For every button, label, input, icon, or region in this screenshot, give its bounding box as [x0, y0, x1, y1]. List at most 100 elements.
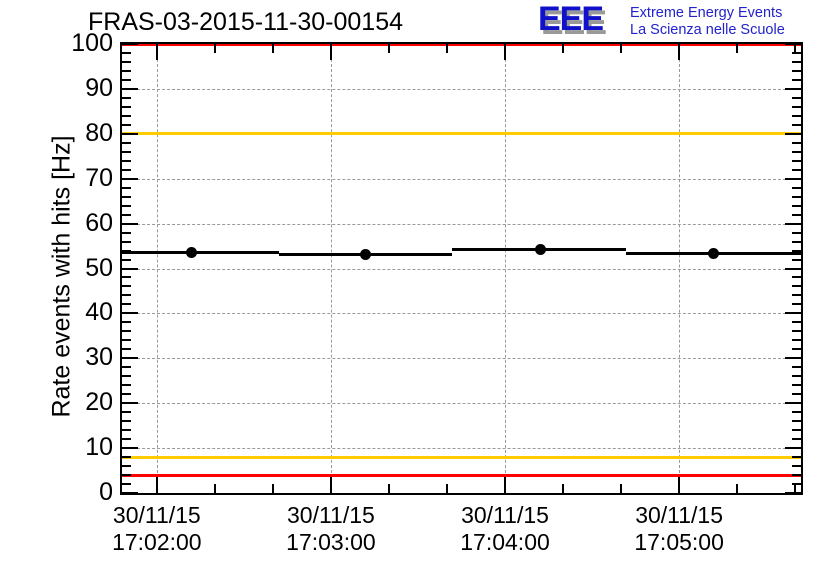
y-tick-label: 90 — [85, 73, 113, 102]
y-tick-major-right — [785, 402, 801, 405]
y-tick-label: 30 — [85, 343, 113, 372]
y-tick-minor-right — [792, 123, 801, 126]
y-tick-minor-right — [792, 150, 801, 153]
threshold-line-upper-alarm — [122, 44, 801, 46]
y-tick-label: 80 — [85, 118, 113, 147]
y-tick-minor — [122, 438, 131, 441]
y-tick-minor — [122, 96, 131, 99]
y-tick-minor — [122, 204, 131, 207]
x-tick-label-date: 30/11/15 — [112, 502, 201, 528]
x-tick-minor — [445, 484, 448, 493]
threshold-line-lower-alarm — [122, 473, 801, 477]
x-tick-label: 30/11/15 17:02:00 — [57, 502, 257, 556]
y-tick-minor-right — [792, 483, 801, 486]
data-point-marker[interactable] — [535, 244, 547, 256]
y-tick-minor-right — [792, 159, 801, 162]
y-tick-minor-right — [792, 96, 801, 99]
y-tick-minor-right — [792, 285, 801, 288]
x-tick-major-top — [678, 44, 681, 60]
x-tick-label-time: 17:05:00 — [634, 529, 724, 555]
y-tick-minor — [122, 123, 131, 126]
plot-area — [120, 42, 803, 495]
x-tick-label: 30/11/15 17:04:00 — [405, 502, 605, 556]
y-tick-minor — [122, 141, 131, 144]
y-tick-minor — [122, 321, 131, 324]
x-tick-major-top — [155, 44, 158, 60]
y-tick-minor — [122, 258, 131, 261]
y-tick-major-right — [785, 447, 801, 450]
y-tick-minor — [122, 69, 131, 72]
y-tick-minor — [122, 366, 131, 369]
data-point-marker[interactable] — [708, 248, 720, 260]
y-tick-minor-right — [792, 429, 801, 432]
y-axis-title: Rate events with hits [Hz] — [47, 135, 76, 418]
y-tick-minor-right — [792, 375, 801, 378]
y-tick-major — [122, 87, 138, 90]
eee-logo: EEE Extreme Energy Events La Scienza nel… — [538, 2, 836, 42]
y-tick-minor-right — [792, 213, 801, 216]
y-tick-minor — [122, 240, 131, 243]
x-tick-minor — [387, 484, 390, 493]
y-tick-minor — [122, 249, 131, 252]
y-tick-minor — [122, 285, 131, 288]
y-tick-minor — [122, 483, 131, 486]
y-tick-minor-right — [792, 366, 801, 369]
y-tick-minor-right — [792, 60, 801, 63]
gridline-horizontal — [122, 313, 801, 315]
y-tick-minor-right — [792, 231, 801, 234]
y-tick-minor — [122, 213, 131, 216]
x-tick-minor — [213, 484, 216, 493]
y-tick-major — [122, 267, 138, 270]
x-tick-minor — [620, 484, 623, 493]
y-tick-minor — [122, 114, 131, 117]
x-tick-minor — [736, 484, 739, 493]
data-point-marker[interactable] — [360, 249, 372, 261]
y-tick-major — [122, 492, 138, 494]
gridline-vertical — [156, 44, 158, 493]
gridline-horizontal — [122, 448, 801, 450]
y-tick-minor — [122, 375, 131, 378]
y-tick-major-right — [785, 177, 801, 180]
y-tick-minor-right — [792, 78, 801, 81]
y-tick-label: 60 — [85, 208, 113, 237]
y-tick-minor — [122, 339, 131, 342]
data-point-marker[interactable] — [186, 246, 198, 258]
y-tick-minor-right — [792, 330, 801, 333]
y-tick-major-right — [785, 357, 801, 360]
y-tick-minor — [122, 159, 131, 162]
y-tick-label: 70 — [85, 163, 113, 192]
y-tick-minor — [122, 150, 131, 153]
x-tick-minor-top — [445, 44, 448, 53]
x-tick-label-date: 30/11/15 — [635, 502, 724, 528]
y-tick-label: 100 — [71, 29, 113, 57]
y-tick-minor-right — [792, 141, 801, 144]
gridline-horizontal — [122, 178, 801, 180]
x-tick-minor-top — [794, 44, 797, 53]
y-tick-minor — [122, 78, 131, 81]
y-tick-minor — [122, 456, 131, 459]
y-tick-minor-right — [792, 420, 801, 423]
y-tick-minor-right — [792, 438, 801, 441]
y-tick-major-right — [785, 132, 801, 135]
y-tick-minor — [122, 393, 131, 396]
x-tick-label-date: 30/11/15 — [461, 502, 549, 528]
x-tick-label: 30/11/15 17:05:00 — [579, 502, 779, 556]
y-tick-major — [122, 447, 138, 450]
x-tick-label-time: 17:03:00 — [286, 529, 376, 555]
y-tick-label: 20 — [85, 388, 113, 417]
x-tick-major-top — [329, 44, 332, 60]
eee-logo-line2: La Scienza nelle Scuole — [630, 22, 785, 38]
x-tick-minor-top — [562, 44, 565, 53]
y-tick-minor-right — [792, 249, 801, 252]
x-tick-major — [155, 477, 158, 493]
y-tick-minor-right — [792, 474, 801, 477]
eee-logo-line1: Extreme Energy Events — [630, 5, 783, 21]
y-tick-major-right — [785, 43, 801, 45]
x-tick-minor — [794, 484, 797, 493]
y-tick-minor-right — [792, 393, 801, 396]
y-tick-minor — [122, 474, 131, 477]
y-tick-label: 10 — [85, 433, 113, 462]
y-tick-minor — [122, 195, 131, 198]
y-tick-major-right — [785, 312, 801, 315]
x-tick-major-top — [504, 44, 507, 60]
